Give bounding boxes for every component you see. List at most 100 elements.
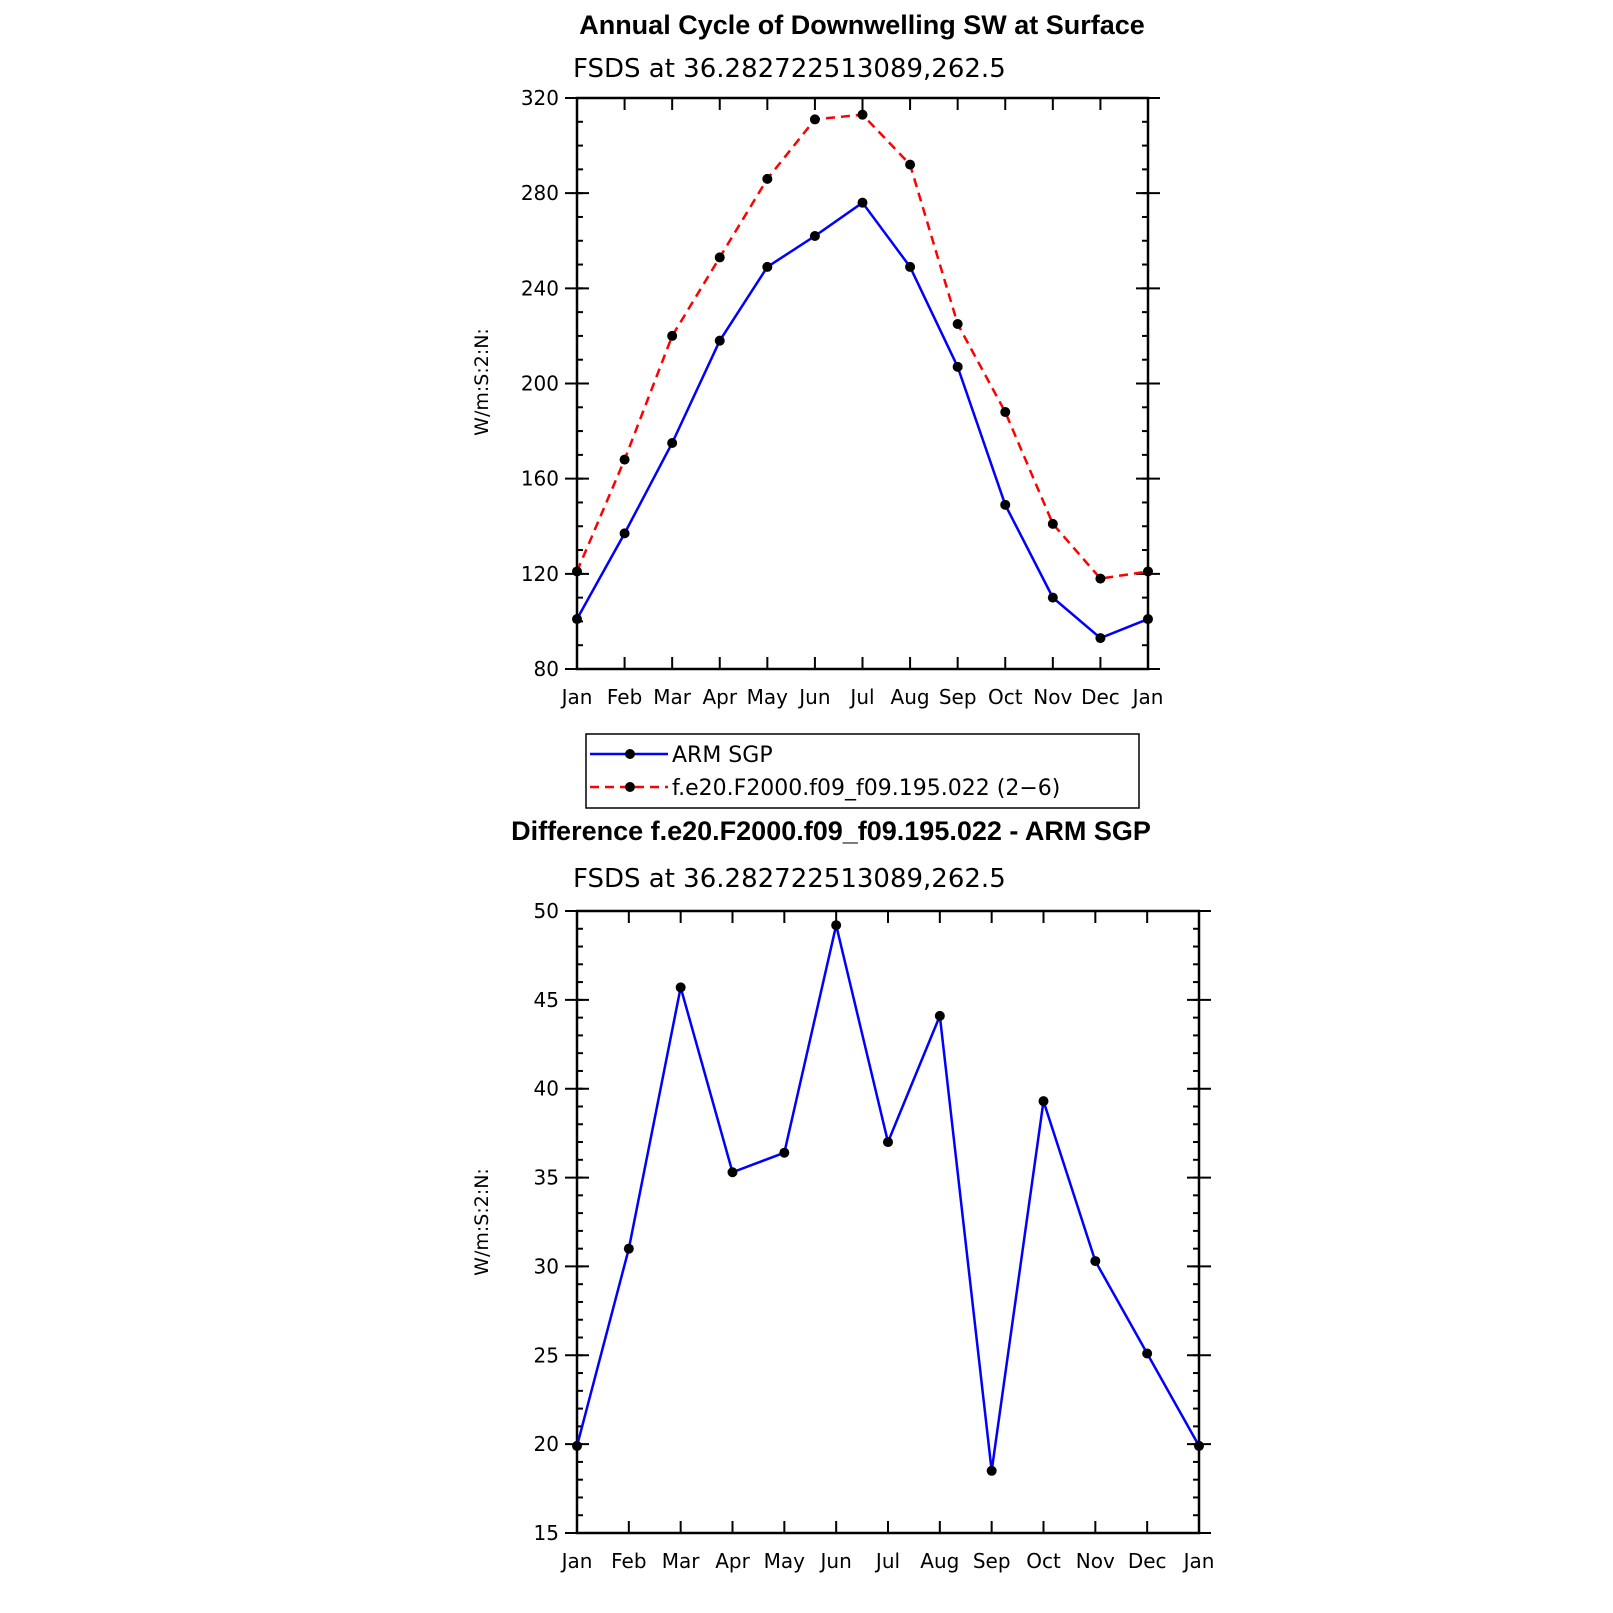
x-tick-label: Mar <box>653 685 692 709</box>
data-point <box>667 437 678 448</box>
x-tick-label: Jul <box>848 685 874 709</box>
y-tick-label: 35 <box>534 1166 559 1190</box>
x-tick-label: Jun <box>819 1549 852 1573</box>
y-tick-label: 200 <box>521 372 559 396</box>
y-tick-label: 120 <box>521 562 559 586</box>
x-tick-label: Jul <box>874 1549 900 1573</box>
data-point <box>1000 407 1011 418</box>
data-point <box>809 230 820 241</box>
data-point <box>809 114 820 125</box>
legend-label-arm-sgp: ARM SGP <box>672 743 773 768</box>
legend-box <box>585 733 1140 809</box>
x-tick-label: Jan <box>1131 685 1164 709</box>
data-point <box>727 1167 738 1178</box>
x-tick-label: Apr <box>715 1549 750 1573</box>
data-point <box>952 361 963 372</box>
x-tick-label: Dec <box>1128 1549 1167 1573</box>
y-tick-label: 15 <box>534 1521 559 1545</box>
data-point <box>1038 1096 1049 1107</box>
data-point <box>905 159 916 170</box>
data-point <box>762 173 773 184</box>
y-tick-label: 25 <box>534 1343 559 1367</box>
data-point <box>619 454 630 465</box>
y-tick-label: 160 <box>521 467 559 491</box>
y-tick-label: 80 <box>534 657 559 681</box>
chart1-plot-frame <box>575 96 1150 671</box>
x-tick-label: Apr <box>702 685 737 709</box>
data-point <box>905 261 916 272</box>
chart2-title: Difference f.e20.F2000.f09_f09.195.022 -… <box>511 816 1151 846</box>
data-point <box>857 197 868 208</box>
y-tick-label: 320 <box>521 86 559 110</box>
x-tick-label: Aug <box>920 1549 959 1573</box>
data-point <box>1194 1440 1204 1451</box>
data-point <box>762 261 773 272</box>
x-tick-label: Jan <box>560 1549 593 1573</box>
x-tick-label: Mar <box>662 1549 701 1573</box>
chart2-ticks: Jan Feb Mar Apr May Jun Jul Aug Sep Oct Nov Dec Jan1… <box>534 899 1215 1573</box>
data-point <box>986 1465 997 1476</box>
y-tick-label: 30 <box>534 1254 559 1278</box>
x-tick-label: Nov <box>1076 1549 1115 1573</box>
chart1-subtitle: FSDS at 36.282722513089,262.5 <box>573 54 1006 84</box>
legend-label-model: f.e20.F2000.f09_f09.195.022 (2−6) <box>672 776 1060 801</box>
x-tick-label: Feb <box>607 685 642 709</box>
x-tick-label: Jan <box>560 685 593 709</box>
y-tick-label: 20 <box>534 1432 559 1456</box>
data-point <box>1143 614 1153 625</box>
difference-chart: Difference f.e20.F2000.f09_f09.195.022 -… <box>471 816 1214 1573</box>
data-point <box>623 1243 634 1254</box>
data-point <box>1095 633 1106 644</box>
data-point <box>1047 592 1058 603</box>
chart1-ylabel: W/m:S:2:N: <box>471 328 493 436</box>
y-tick-label: 240 <box>521 276 559 300</box>
series-line-1 <box>575 113 1149 580</box>
x-tick-label: Aug <box>891 685 930 709</box>
data-point <box>779 1147 790 1158</box>
data-point <box>572 566 582 577</box>
data-point <box>714 252 725 263</box>
data-point <box>714 335 725 346</box>
x-tick-label: Sep <box>939 685 977 709</box>
x-tick-label: Oct <box>1026 1549 1061 1573</box>
x-tick-label: Sep <box>973 1549 1011 1573</box>
data-point <box>572 1440 582 1451</box>
chart2-subtitle: FSDS at 36.282722513089,262.5 <box>573 864 1006 894</box>
data-point <box>952 319 963 330</box>
annual-cycle-chart: Annual Cycle of Downwelling SW at Surfac… <box>471 10 1164 809</box>
chart2-series <box>572 920 1204 1476</box>
chart2-plot-frame <box>575 909 1201 1535</box>
data-point <box>883 1137 893 1148</box>
x-tick-label: Jan <box>1182 1549 1215 1573</box>
x-tick-label: Feb <box>611 1549 646 1573</box>
data-point <box>572 614 582 625</box>
x-tick-label: May <box>764 1549 806 1573</box>
data-point <box>1090 1256 1101 1267</box>
y-tick-label: 40 <box>534 1077 559 1101</box>
data-point <box>1047 518 1058 529</box>
data-point <box>675 982 686 993</box>
legend-marker-model <box>625 782 635 792</box>
y-tick-label: 45 <box>534 988 559 1012</box>
data-point <box>1000 499 1011 510</box>
series-line-0 <box>575 923 1201 1473</box>
data-point <box>667 330 678 341</box>
data-point <box>1142 1348 1153 1359</box>
chart1-series <box>572 109 1153 644</box>
data-point <box>831 920 842 931</box>
x-tick-label: Jun <box>797 685 830 709</box>
y-tick-label: 280 <box>521 181 559 205</box>
series-line-0 <box>575 201 1149 640</box>
x-tick-label: Nov <box>1033 685 1072 709</box>
chart1-ticks: Jan Feb Mar Apr May Jun Jul Aug Sep Oct Nov Dec Jan8… <box>521 86 1164 709</box>
data-point <box>857 109 868 120</box>
chart1-title: Annual Cycle of Downwelling SW at Surfac… <box>579 10 1145 40</box>
data-point <box>1143 566 1153 577</box>
data-point <box>619 528 630 539</box>
x-tick-label: Oct <box>988 685 1023 709</box>
chart1-legend: ARM SGP f.e20.F2000.f09_f09.195.022 (2−6… <box>585 733 1140 809</box>
x-tick-label: May <box>747 685 789 709</box>
chart2-ylabel: W/m:S:2:N: <box>471 1168 493 1276</box>
x-tick-label: Dec <box>1081 685 1120 709</box>
